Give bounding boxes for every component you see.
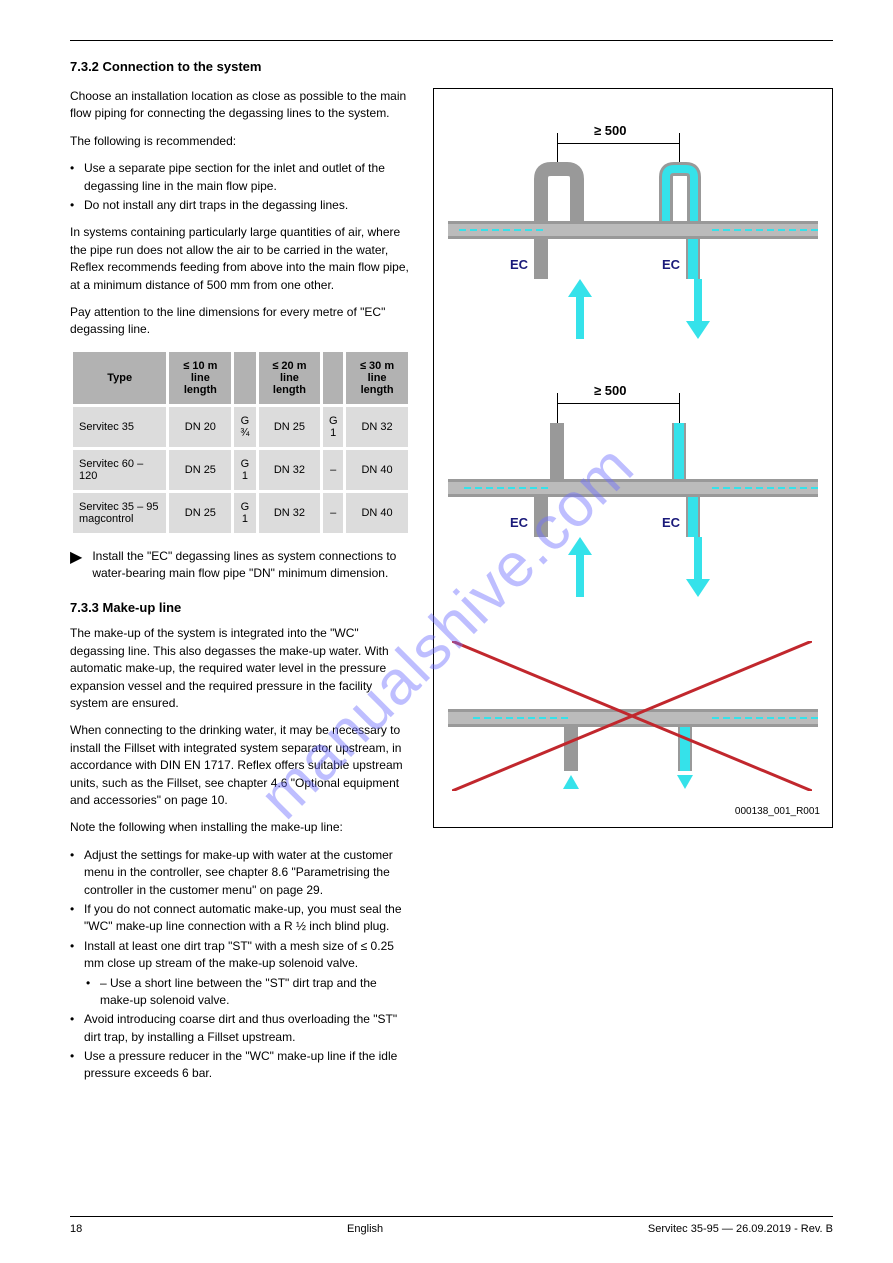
cell: Servitec 35 – 95 magcontrol xyxy=(73,493,166,533)
subsection-title: 7.3.3 Make-up line xyxy=(70,600,411,615)
table-row: Servitec 35 DN 20 G ¾ DN 25 G 1 DN 32 xyxy=(73,407,408,447)
branch-right-fill xyxy=(688,497,698,537)
arrow-down-icon xyxy=(686,279,710,339)
diagram-middle: ≥ 500 EC EC xyxy=(434,349,832,599)
dim-label: ≥ 500 xyxy=(594,383,626,398)
install-step: ▶ Install the "EC" degassing lines as sy… xyxy=(70,548,411,583)
cell: – xyxy=(323,450,343,490)
list-item: Install at least one dirt trap "ST" with… xyxy=(70,938,411,973)
cell: Servitec 60 – 120 xyxy=(73,450,166,490)
cell: DN 32 xyxy=(259,450,321,490)
ec-label: EC xyxy=(510,515,528,530)
arrow-up-icon xyxy=(568,279,592,339)
two-column-layout: Choose an installation location as close… xyxy=(70,88,833,1093)
list-item: Avoid introducing coarse dirt and thus o… xyxy=(70,1011,411,1046)
ec-label: EC xyxy=(510,257,528,272)
figure-caption: 000138_001_R001 xyxy=(735,806,820,817)
cell: G ¾ xyxy=(234,407,255,447)
arrow-down-icon xyxy=(686,537,710,597)
cell: Servitec 35 xyxy=(73,407,166,447)
flow-right xyxy=(692,221,818,239)
list-item: – Use a short line between the "ST" dirt… xyxy=(86,975,411,1010)
step-arrow-icon: ▶ xyxy=(70,550,82,583)
dim-ext xyxy=(557,393,558,423)
col-20m-b xyxy=(323,352,343,404)
footer-lang: English xyxy=(347,1223,383,1235)
note-lead: Note the following when installing the m… xyxy=(70,819,411,836)
table-row: Servitec 60 – 120 DN 25 G 1 DN 32 – DN 4… xyxy=(73,450,408,490)
dim-label: ≥ 500 xyxy=(594,123,626,138)
left-column: Choose an installation location as close… xyxy=(70,88,411,1093)
col-type: Type xyxy=(73,352,166,404)
dim-line xyxy=(557,403,679,404)
air-para: In systems containing particularly large… xyxy=(70,224,411,294)
cell: DN 25 xyxy=(169,450,231,490)
flow-left xyxy=(448,221,543,239)
branch-left xyxy=(534,239,548,279)
intro-para: Choose an installation location as close… xyxy=(70,88,411,123)
branch-right-fill xyxy=(688,239,698,279)
red-cross-icon xyxy=(452,641,812,791)
list-item: Use a separate pipe section for the inle… xyxy=(70,160,411,195)
flow-left xyxy=(448,479,548,497)
ec-label: EC xyxy=(662,515,680,530)
right-column: ≥ 500 xyxy=(433,88,833,828)
col-10m-b xyxy=(234,352,255,404)
diagram-top: ≥ 500 xyxy=(434,89,832,339)
makeup-p2: When connecting to the drinking water, i… xyxy=(70,722,411,809)
dim-line xyxy=(557,143,679,144)
cell: DN 40 xyxy=(346,450,408,490)
dim-ext xyxy=(679,133,680,163)
notes-list: Adjust the settings for make-up with wat… xyxy=(70,847,411,1083)
col-30m: ≤ 30 m line length xyxy=(346,352,408,404)
cell: G 1 xyxy=(323,407,343,447)
page-footer: 18 English Servitec 35-95 — 26.09.2019 -… xyxy=(70,1216,833,1235)
branch-left xyxy=(534,497,548,537)
cell: DN 25 xyxy=(169,493,231,533)
ec-label: EC xyxy=(662,257,680,272)
dim-ext xyxy=(679,393,680,423)
cell: DN 32 xyxy=(346,407,408,447)
cell: – xyxy=(323,493,343,533)
footer-docrev: Servitec 35-95 — 26.09.2019 - Rev. B xyxy=(648,1223,833,1235)
flow-right xyxy=(686,479,818,497)
stub-right-fill xyxy=(674,423,684,481)
cell: DN 20 xyxy=(169,407,231,447)
section-title: 7.3.2 Connection to the system xyxy=(70,59,833,74)
col-20m: ≤ 20 m line length xyxy=(259,352,321,404)
list-item: Use a pressure reducer in the "WC" make-… xyxy=(70,1048,411,1083)
footer-pageno: 18 xyxy=(70,1223,82,1235)
col-10m: ≤ 10 m line length xyxy=(169,352,231,404)
recommend-lead: The following is recommended: xyxy=(70,133,411,150)
pre-table-para: Pay attention to the line dimensions for… xyxy=(70,304,411,339)
step-text: Install the "EC" degassing lines as syst… xyxy=(92,548,411,583)
table-row: Servitec 35 – 95 magcontrol DN 25 G 1 DN… xyxy=(73,493,408,533)
dimensions-table: Type ≤ 10 m line length ≤ 20 m line leng… xyxy=(70,349,411,536)
cell: DN 32 xyxy=(259,493,321,533)
list-item: If you do not connect automatic make-up,… xyxy=(70,901,411,936)
diagram-bottom xyxy=(434,619,832,809)
cell: DN 40 xyxy=(346,493,408,533)
cell: G 1 xyxy=(234,450,255,490)
stub-left xyxy=(550,423,564,481)
top-rule xyxy=(70,40,833,41)
cell: DN 25 xyxy=(259,407,321,447)
arrow-up-icon xyxy=(568,537,592,597)
list-item: Do not install any dirt traps in the deg… xyxy=(70,197,411,214)
cell: G 1 xyxy=(234,493,255,533)
dim-ext xyxy=(557,133,558,163)
makeup-p1: The make-up of the system is integrated … xyxy=(70,625,411,712)
recommend-list: Use a separate pipe section for the inle… xyxy=(70,160,411,214)
table-header-row: Type ≤ 10 m line length ≤ 20 m line leng… xyxy=(73,352,408,404)
list-item: Adjust the settings for make-up with wat… xyxy=(70,847,411,899)
piping-figure: ≥ 500 xyxy=(433,88,833,828)
